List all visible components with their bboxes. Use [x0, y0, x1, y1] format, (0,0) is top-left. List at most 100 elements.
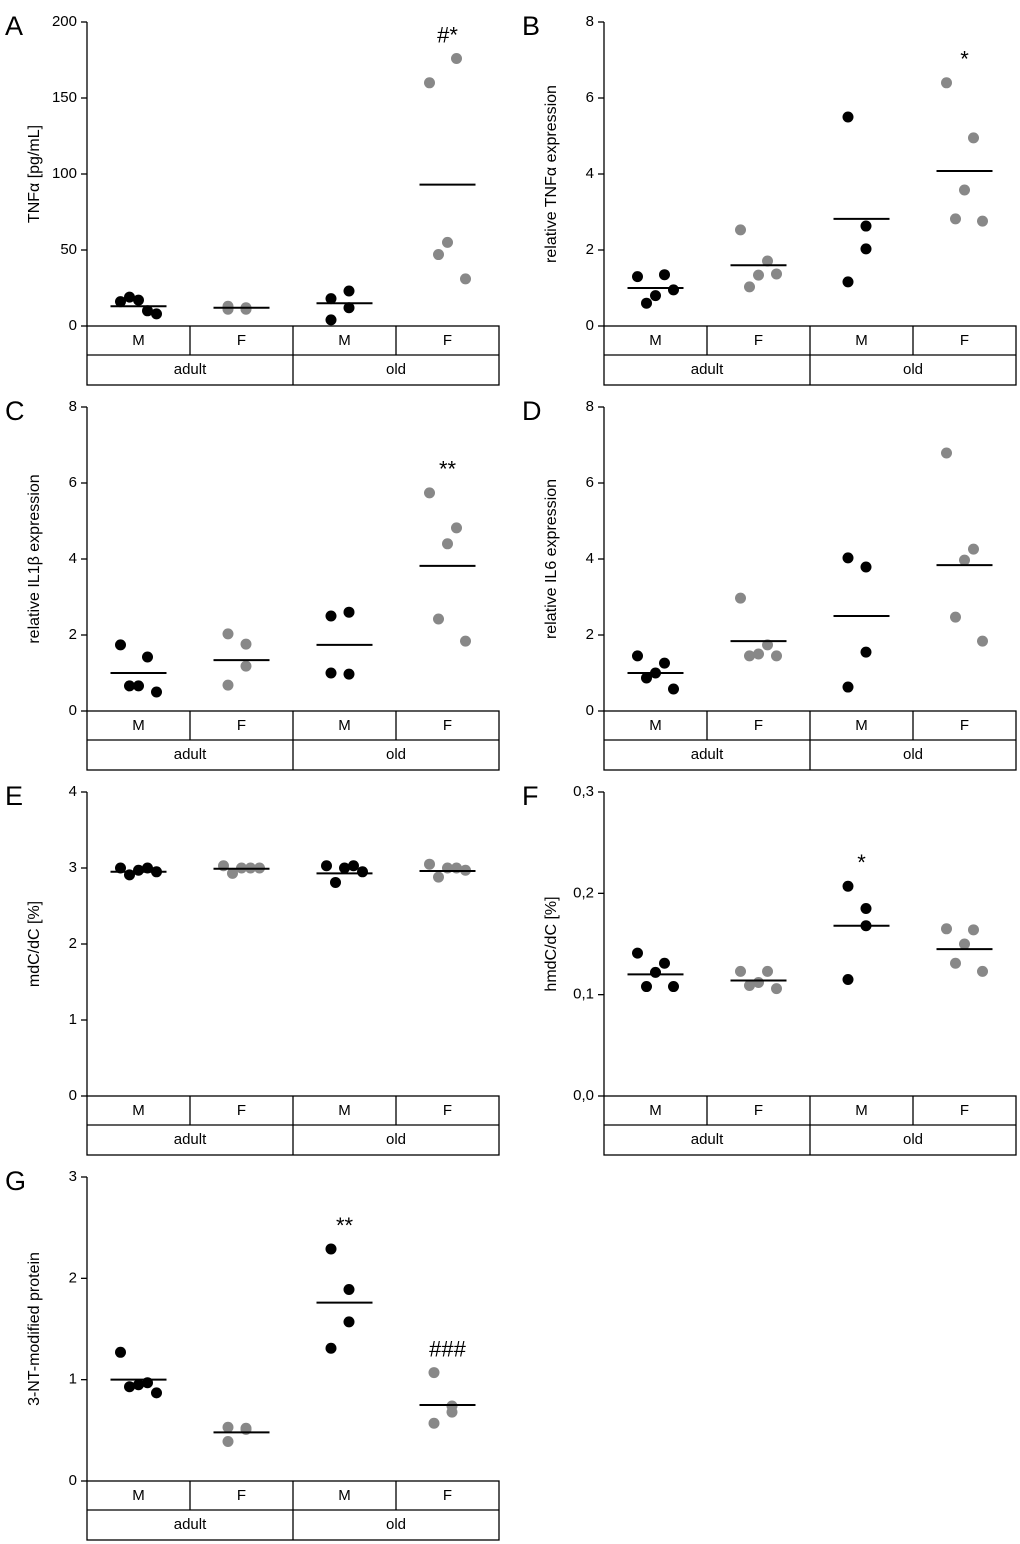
y-tick-label: 4 — [69, 550, 77, 567]
data-point — [222, 1435, 234, 1447]
panel-label: C — [5, 396, 25, 426]
y-tick-label: 200 — [52, 13, 77, 30]
x-tick-label: M — [855, 332, 868, 349]
x-tick-label: F — [754, 332, 763, 349]
data-point — [744, 650, 755, 662]
data-point — [632, 650, 643, 662]
x-tick-label: F — [237, 332, 246, 349]
significance-annotation: ** — [336, 1213, 354, 1238]
significance-annotation: #* — [437, 22, 458, 47]
panel-label: F — [522, 781, 539, 811]
data-point — [641, 297, 652, 309]
data-point — [428, 1417, 440, 1429]
data-point — [133, 864, 144, 876]
data-point — [842, 111, 854, 123]
x-tick-label: M — [338, 1102, 351, 1119]
data-point — [442, 236, 453, 248]
data-point — [343, 606, 355, 618]
y-tick-label: 0 — [69, 702, 77, 719]
x-tick-label: F — [960, 332, 969, 349]
data-point — [325, 1342, 337, 1354]
data-point — [115, 862, 126, 874]
significance-annotation: * — [960, 47, 969, 72]
y-axis-label: relative TNFα expression — [543, 85, 560, 263]
data-point — [142, 651, 153, 663]
y-tick-label: 0 — [586, 702, 594, 719]
y-tick-label: 0,3 — [573, 783, 594, 800]
x-tick-label: M — [649, 332, 662, 349]
data-point — [762, 965, 773, 977]
data-point — [659, 657, 670, 669]
x-tick-label: M — [649, 1102, 662, 1119]
group-label: adult — [691, 361, 724, 378]
y-tick-label: 0,1 — [573, 986, 594, 1003]
data-point — [124, 680, 135, 692]
y-tick-label: 0,2 — [573, 884, 594, 901]
data-point — [115, 1346, 126, 1358]
group-label: old — [903, 1131, 923, 1148]
data-point — [632, 271, 643, 283]
group-label: adult — [174, 1516, 207, 1533]
group-label: old — [903, 361, 923, 378]
y-tick-label: 6 — [586, 89, 594, 106]
data-point — [325, 610, 337, 622]
data-point — [744, 980, 755, 992]
y-tick-label: 0,0 — [573, 1087, 594, 1104]
x-tick-label: F — [443, 1487, 452, 1504]
data-point — [124, 1381, 135, 1393]
data-point — [842, 276, 854, 288]
x-tick-label: F — [754, 717, 763, 734]
y-tick-label: 0 — [69, 1472, 77, 1489]
data-point — [771, 983, 782, 995]
group-label: old — [386, 361, 406, 378]
group-label: adult — [174, 1131, 207, 1148]
data-point — [330, 876, 341, 888]
data-point — [668, 981, 679, 993]
data-point — [950, 611, 961, 623]
data-point — [959, 554, 970, 566]
y-axis-label: mdC/dC [%] — [26, 901, 43, 987]
data-point — [151, 308, 162, 320]
data-point — [227, 867, 238, 879]
data-point — [659, 269, 670, 281]
data-point — [762, 255, 773, 267]
data-point — [348, 860, 359, 872]
data-point — [428, 1367, 440, 1379]
x-tick-label: F — [237, 1102, 246, 1119]
data-point — [968, 543, 979, 555]
data-point — [650, 290, 661, 302]
x-tick-label: F — [443, 332, 452, 349]
x-tick-label: F — [443, 717, 452, 734]
data-point — [442, 538, 453, 550]
data-point — [451, 52, 462, 64]
data-point — [222, 628, 234, 640]
x-tick-label: F — [960, 1102, 969, 1119]
y-tick-label: 8 — [586, 398, 594, 415]
data-point — [744, 281, 755, 293]
data-point — [343, 1283, 355, 1295]
y-axis-label: relative IL1β expression — [26, 474, 43, 643]
data-point — [735, 965, 746, 977]
data-point — [460, 635, 471, 647]
data-point — [142, 862, 153, 874]
data-point — [860, 646, 872, 658]
data-point — [771, 268, 782, 280]
significance-annotation: * — [857, 850, 866, 875]
data-point — [424, 77, 435, 89]
data-point — [151, 686, 162, 698]
panel-label: E — [5, 781, 23, 811]
data-point — [959, 184, 970, 196]
data-point — [451, 522, 462, 534]
data-point — [753, 648, 764, 660]
data-point — [142, 305, 153, 317]
x-tick-label: M — [855, 717, 868, 734]
data-point — [959, 938, 970, 950]
x-tick-label: M — [338, 717, 351, 734]
data-point — [222, 300, 234, 312]
y-tick-label: 1 — [69, 1371, 77, 1388]
panel-label: D — [522, 396, 542, 426]
y-tick-label: 150 — [52, 89, 77, 106]
data-point — [860, 220, 872, 232]
y-tick-label: 3 — [69, 1168, 77, 1185]
group-label: old — [386, 746, 406, 763]
